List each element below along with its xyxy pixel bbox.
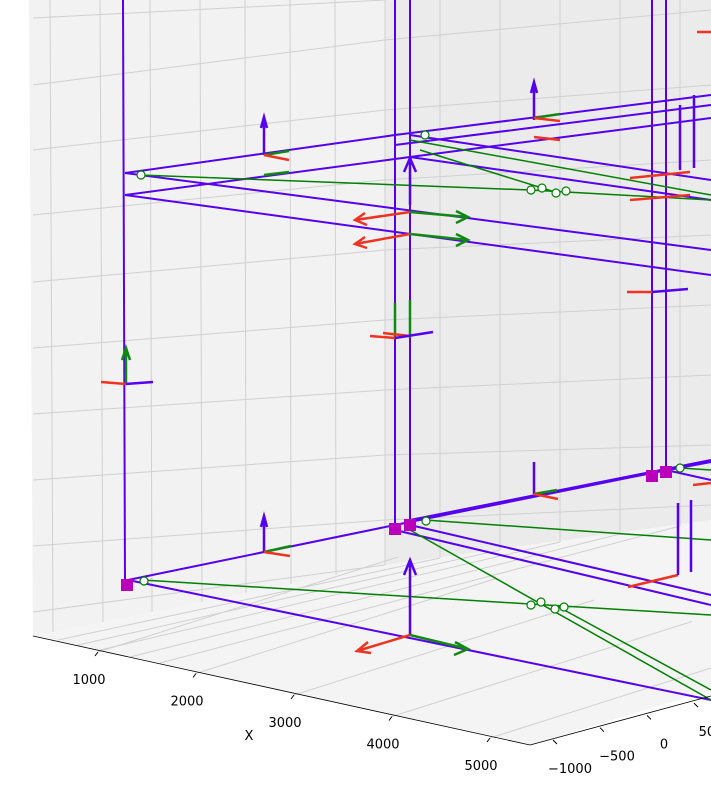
grid-line (391, 621, 693, 717)
grid-line (489, 667, 711, 739)
x-tick-label: 1000 (72, 673, 105, 688)
y-tick-label: 500 (699, 725, 711, 740)
x-tick-label: 4000 (366, 738, 399, 753)
x-tick-label: 3000 (268, 716, 301, 731)
x-tick-label: 2000 (170, 695, 203, 710)
x-tick (94, 651, 99, 657)
grid-line (195, 578, 497, 674)
load-arrows (100, 30, 711, 657)
y-tick-label: 0 (660, 737, 668, 752)
y-tick (599, 727, 605, 733)
x-axis-line (32, 635, 531, 746)
y-tick-label: −1000 (548, 762, 592, 777)
y-axis-line (529, 695, 711, 746)
y-tick-label: −500 (599, 750, 635, 765)
x-axis-label: X (245, 729, 254, 744)
panes (29, 0, 711, 745)
x-tick (192, 673, 197, 678)
x-tick (486, 737, 491, 743)
axis-ticks: 1000 2000 3000 4000 5000 −1000 −500 0 500 (32, 635, 711, 777)
frame (121, 0, 711, 701)
grid-line (293, 599, 595, 696)
y-tick (646, 715, 652, 720)
x-tick (388, 716, 393, 721)
x-tick-label: 5000 (464, 759, 497, 774)
wall-grid (32, 0, 711, 664)
x-tick (290, 694, 295, 700)
y-tick (552, 739, 558, 745)
y-tick (693, 702, 699, 708)
